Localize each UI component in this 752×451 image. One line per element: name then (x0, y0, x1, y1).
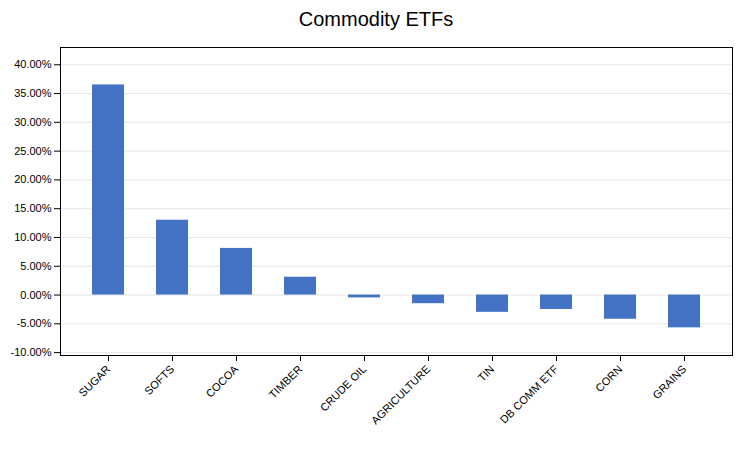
svg-text:30.00%: 30.00% (14, 116, 52, 128)
svg-text:AGRICULTURE: AGRICULTURE (369, 363, 433, 427)
svg-text:0.00%: 0.00% (20, 289, 51, 301)
svg-text:25.00%: 25.00% (14, 145, 52, 157)
svg-text:DB COMM ETF: DB COMM ETF (497, 363, 560, 426)
svg-text:SUGAR: SUGAR (76, 363, 112, 399)
svg-text:SOFTS: SOFTS (142, 363, 176, 397)
svg-text:CRUDE OIL: CRUDE OIL (318, 363, 369, 414)
svg-text:GRAINS: GRAINS (650, 363, 688, 401)
svg-text:35.00%: 35.00% (14, 87, 52, 99)
svg-text:TIMBER: TIMBER (267, 363, 305, 401)
svg-text:TIN: TIN (475, 363, 496, 384)
svg-text:COCOA: COCOA (203, 362, 240, 399)
svg-text:-10.00%: -10.00% (11, 346, 52, 358)
svg-text:10.00%: 10.00% (14, 231, 52, 243)
html-text:Commodity ETFs: Commodity ETFs (298, 8, 454, 30)
svg-text:15.00%: 15.00% (14, 202, 52, 214)
svg-text:5.00%: 5.00% (20, 260, 51, 272)
svg-text:CORN: CORN (593, 363, 624, 394)
svg-text:40.00%: 40.00% (14, 58, 52, 70)
svg-text:20.00%: 20.00% (14, 173, 52, 185)
svg-text:-5.00%: -5.00% (17, 317, 52, 329)
